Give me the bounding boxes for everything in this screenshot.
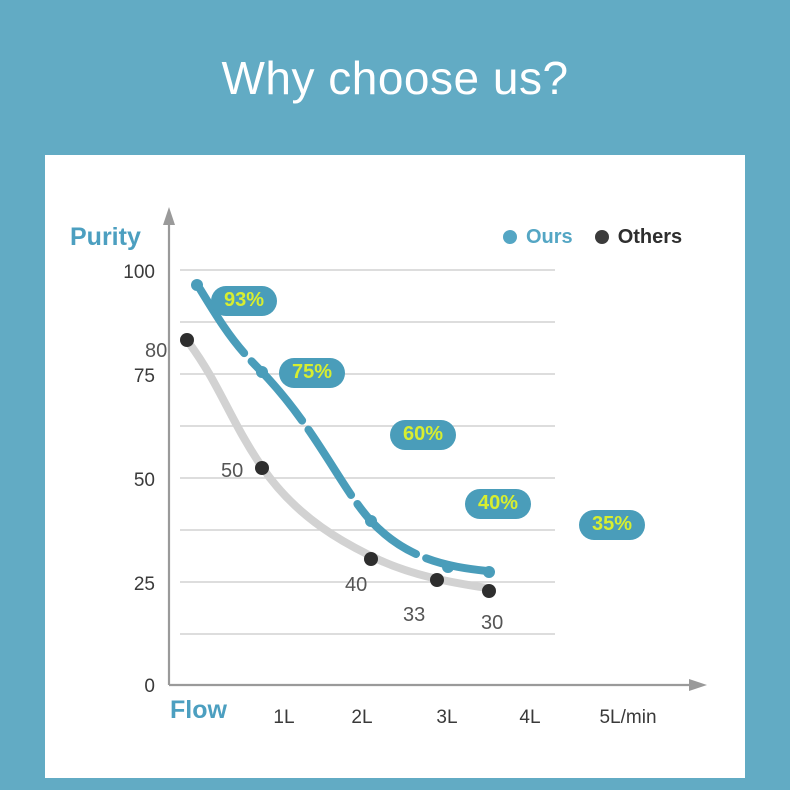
page-title: Why choose us? <box>221 52 569 104</box>
data-label-others-3l: 40 <box>345 574 368 596</box>
y-tick-25: 25 <box>133 574 155 595</box>
x-tick-1l: 1L <box>273 707 295 728</box>
data-label-others-5l: 30 <box>481 612 504 634</box>
series-ours-line <box>196 285 491 575</box>
series-ours-points <box>191 279 495 578</box>
legend-dot-ours-icon <box>503 230 517 244</box>
chart-card: Purity Flow 100 75 50 25 0 1L 2L 3L 4L 5… <box>45 155 745 778</box>
data-label-ours-1l: 93% <box>211 286 278 316</box>
chart-plot <box>163 207 707 691</box>
legend-item-others[interactable]: Others <box>594 226 683 248</box>
x-tick-4l: 4L <box>519 707 541 728</box>
legend: Ours Others <box>503 227 682 247</box>
series-others-line <box>185 339 491 592</box>
x-tick-2l: 2L <box>351 707 373 728</box>
x-tick-3l: 3L <box>436 707 458 728</box>
y-tick-50: 50 <box>133 470 155 491</box>
data-label-ours-2l: 75% <box>279 358 346 388</box>
y-tick-75: 75 <box>133 366 155 387</box>
legend-dot-others-icon <box>594 230 609 244</box>
data-label-others-2l: 50 <box>221 460 244 482</box>
data-label-others-4l: 33 <box>403 604 426 626</box>
data-label-ours-3l: 60% <box>390 420 457 450</box>
data-label-others-1l: 80 <box>145 340 168 362</box>
x-axis <box>169 679 707 691</box>
data-label-ours-4l: 40% <box>465 489 532 519</box>
legend-label-ours: Ours <box>526 226 573 248</box>
data-label-ours-5l: 35% <box>579 510 646 540</box>
series-others-points <box>180 333 496 598</box>
y-axis <box>163 207 175 685</box>
x-axis-title: Flow <box>170 696 227 724</box>
gridlines <box>180 269 555 635</box>
y-tick-0: 0 <box>144 676 155 697</box>
y-tick-100: 100 <box>123 262 155 283</box>
legend-label-others: Others <box>617 226 683 248</box>
legend-item-ours[interactable]: Ours <box>503 227 573 247</box>
y-axis-title: Purity <box>70 223 141 251</box>
x-tick-5l: 5L/min <box>599 707 657 728</box>
